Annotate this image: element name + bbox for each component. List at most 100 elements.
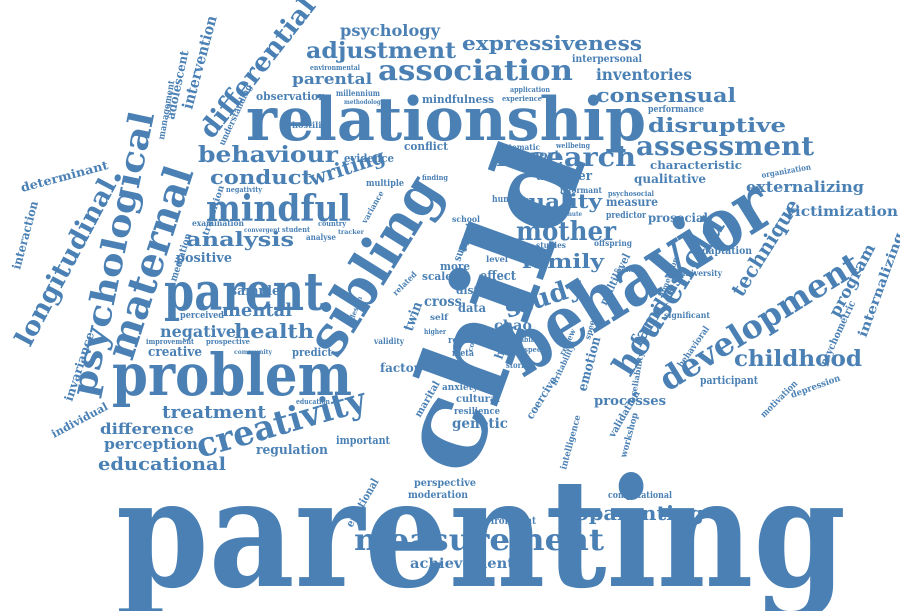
word-hostility: hostility	[292, 120, 330, 130]
word-meta: meta	[452, 349, 474, 359]
word-creative: creative	[148, 345, 202, 360]
word-regulation: regulation	[256, 443, 329, 458]
word-difference: difference	[100, 420, 194, 438]
word-analysis: analysis	[186, 227, 294, 251]
word-school: school	[452, 214, 480, 224]
word-psychosocial: psychosocial	[608, 189, 654, 198]
word-measurement: measurement	[354, 523, 604, 558]
word-resilience: resilience	[454, 407, 500, 417]
word-psychology: psychology	[340, 21, 441, 40]
word-convergent: convergent	[244, 227, 280, 234]
word-characteristic: characteristic	[650, 159, 742, 172]
word-conflict: conflict	[404, 140, 449, 153]
word-inventories: inventories	[596, 65, 692, 84]
word-achievement: achievement	[410, 556, 515, 572]
word-distr: distr	[456, 284, 484, 297]
word-mindful: mindful	[206, 188, 351, 230]
word-expressiveness: expressiveness	[462, 31, 642, 55]
word-perspective: perspective	[414, 478, 476, 489]
word-report: report	[516, 148, 560, 162]
word-university: university	[680, 268, 722, 278]
word-problem: problem	[112, 341, 352, 409]
word-observation: observation	[256, 90, 326, 103]
word-computational: computational	[608, 491, 672, 501]
word-methodology: methodology	[344, 99, 384, 106]
word-behaviour: behaviour	[198, 142, 338, 168]
word-millennium: millennium	[336, 88, 380, 98]
word-chao: chao	[494, 318, 532, 334]
word-consensual: consensual	[596, 83, 736, 107]
word-research: research	[496, 143, 636, 173]
word-student: student	[282, 225, 311, 234]
word-social: social	[476, 239, 505, 249]
word-coparenting: coparenting	[562, 501, 704, 525]
word-childhood: childhood	[734, 346, 862, 372]
word-processes: processes	[594, 394, 666, 409]
word-parent: parent	[164, 262, 324, 323]
word-association: association	[378, 54, 573, 87]
word-disruptive: disruptive	[648, 113, 786, 137]
word-disorder: disorder	[536, 169, 592, 184]
word-human: human	[492, 195, 522, 205]
word-effect: effect	[480, 269, 516, 284]
word-finding: finding	[422, 173, 448, 182]
word-participant: participant	[700, 374, 759, 387]
word-mental: mental	[222, 300, 292, 321]
word-tracker: tracker	[338, 229, 365, 236]
word-assessment: assessment	[636, 132, 814, 162]
word-experience: experience	[502, 94, 543, 103]
word-construct: construct	[614, 267, 644, 274]
word-evidence: evidence	[344, 152, 394, 165]
word-validity: validity	[373, 336, 404, 346]
word-multiple: multiple	[366, 179, 404, 189]
word-improvement: improvement	[146, 337, 195, 346]
word-educational: educational	[98, 454, 226, 475]
word-education: education	[296, 397, 330, 406]
word-cultural: cultural	[456, 394, 500, 405]
word-application: application	[510, 85, 550, 94]
word-higher: higher	[424, 327, 446, 336]
word-prospective: prospective	[206, 337, 251, 346]
word-level: level	[486, 254, 508, 264]
word-ability: ability	[520, 335, 543, 344]
word-mindfulness: mindfulness	[422, 93, 494, 106]
word-systematic: systematic	[496, 142, 540, 152]
word-interaction: interaction	[9, 199, 41, 270]
word-quality: quality	[512, 189, 604, 213]
word-result: result	[448, 336, 477, 346]
word-wellbeing: wellbeing	[555, 141, 590, 150]
word-cross: cross	[424, 294, 462, 310]
word-studies: studies	[536, 240, 566, 250]
word-measure: measure	[606, 195, 658, 209]
word-adaptation: adaptation	[696, 246, 753, 257]
word-examination: examination	[192, 218, 244, 228]
word-interpersonal: interpersonal	[572, 54, 642, 65]
word-digital: digital	[480, 335, 513, 345]
word-important: important	[336, 434, 391, 447]
word-moderation: moderation	[408, 490, 469, 501]
word-sample: sample	[230, 284, 280, 299]
word-genetic: genetic	[452, 416, 508, 432]
word-perception: perception	[104, 435, 198, 453]
word-stories: stories	[506, 360, 532, 370]
word-family: family	[522, 249, 606, 273]
word-country: country	[318, 219, 347, 228]
word-environment: environment	[474, 516, 536, 527]
word-informant: informant	[560, 185, 602, 195]
word-environmental: environmental	[310, 63, 360, 72]
word-negativity: negativity	[226, 185, 263, 194]
word-analyse: analyse	[306, 232, 336, 242]
word-community: community	[234, 349, 273, 356]
word-more: more	[440, 260, 470, 273]
word-data: data	[458, 301, 486, 315]
word-prosocial: prosocial	[648, 211, 708, 225]
word-positive: positive	[176, 251, 232, 266]
word-parenting: parenting	[116, 446, 846, 611]
word-predict: predict	[292, 346, 333, 359]
word-aspect: aspect	[520, 345, 545, 354]
word-victimization: victimization	[785, 204, 898, 220]
word-adjustment: adjustment	[306, 38, 457, 64]
word-performance: performance	[648, 105, 704, 115]
word-minute: minute	[560, 211, 582, 218]
